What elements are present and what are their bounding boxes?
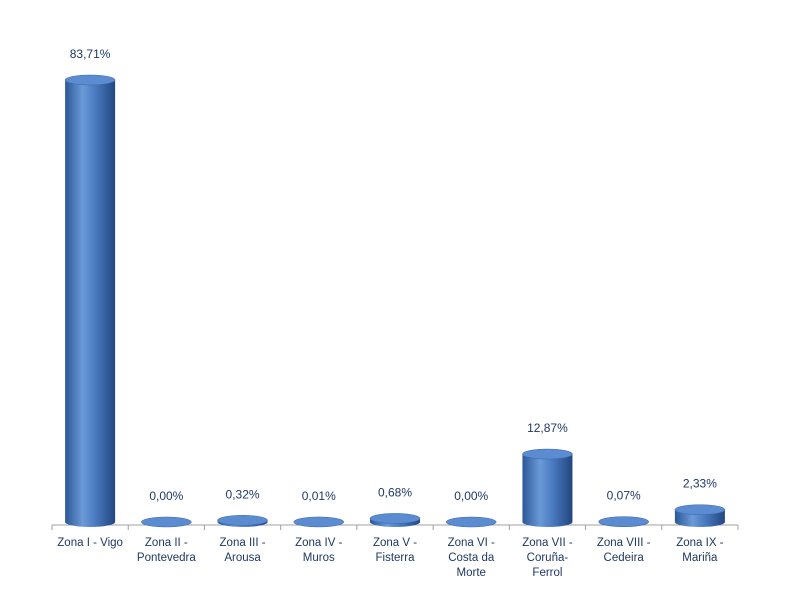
bar <box>217 515 268 527</box>
bar <box>369 513 421 527</box>
bar-top <box>141 516 192 528</box>
bar <box>293 516 345 528</box>
value-label: 0,00% <box>149 489 183 503</box>
bar <box>522 448 573 527</box>
bar-body <box>522 454 573 527</box>
value-label: 0,32% <box>226 487 260 501</box>
x-tick-label: Zona VII - Coruña-Ferrol <box>522 537 573 579</box>
bar <box>141 516 192 528</box>
value-label: 0,00% <box>454 489 488 503</box>
value-label: 12,87% <box>527 421 568 435</box>
bar-top <box>598 516 649 527</box>
x-tick-label: Zona VIII - Cedeira <box>596 537 651 564</box>
x-tick-label: Zona IV - Muros <box>295 537 343 564</box>
bar <box>64 74 116 527</box>
bar-top <box>674 504 726 515</box>
bar <box>445 516 497 528</box>
value-label: 2,33% <box>683 477 717 491</box>
bar-top <box>522 448 573 460</box>
bar-top <box>64 74 116 86</box>
value-label: 0,68% <box>378 485 412 499</box>
bar-top <box>217 515 268 526</box>
x-tick-label: Zona VI - Costa da Morte <box>447 537 495 579</box>
x-tick-label: Zona II - Pontevedra <box>136 537 196 564</box>
value-label: 0,07% <box>607 489 641 503</box>
x-tick-label: Zona V - Fisterra <box>372 537 418 564</box>
value-label: 83,71% <box>70 47 111 61</box>
bar-top <box>445 516 497 528</box>
bar <box>598 516 649 527</box>
x-tick-label: Zona I - Vigo <box>57 537 123 549</box>
x-tick-label: Zona III - Arousa <box>219 537 266 564</box>
bar <box>674 504 726 527</box>
bar-body <box>65 80 116 527</box>
x-tick-label: Zona IX - Mariña <box>676 537 724 564</box>
value-label: 0,01% <box>302 489 336 503</box>
bar-top <box>293 516 345 528</box>
bar-top <box>369 513 421 524</box>
